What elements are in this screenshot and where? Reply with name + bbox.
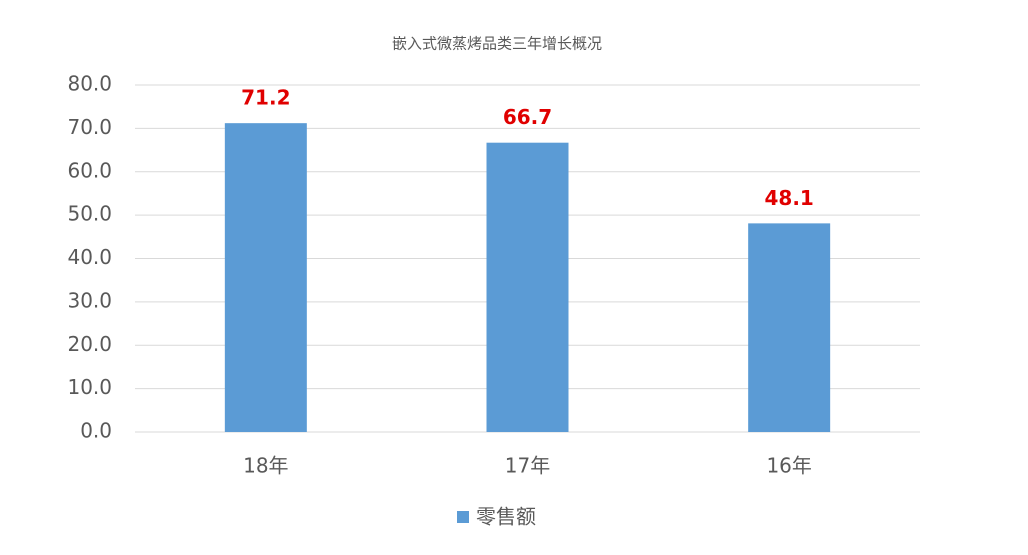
x-tick-label: 17年 xyxy=(505,454,550,478)
y-tick-label: 20.0 xyxy=(67,332,112,356)
bar xyxy=(748,223,831,432)
y-tick-label: 10.0 xyxy=(67,375,112,399)
bar xyxy=(486,142,569,432)
value-label: 48.1 xyxy=(764,186,813,210)
y-tick-label: 80.0 xyxy=(67,72,112,96)
y-tick-label: 30.0 xyxy=(67,288,112,312)
legend-swatch xyxy=(457,511,469,523)
y-tick-label: 50.0 xyxy=(67,202,112,226)
y-tick-label: 40.0 xyxy=(67,245,112,269)
bar xyxy=(224,123,307,433)
value-label: 71.2 xyxy=(241,86,290,110)
y-tick-label: 0.0 xyxy=(80,419,112,443)
legend-label: 零售额 xyxy=(476,505,536,529)
y-tick-label: 70.0 xyxy=(67,115,112,139)
x-tick-label: 16年 xyxy=(766,454,811,478)
x-tick-label: 18年 xyxy=(243,454,288,478)
value-label: 66.7 xyxy=(503,105,552,129)
chart-title: 嵌入式微蒸烤品类三年增长概况 xyxy=(392,35,602,53)
y-tick-label: 60.0 xyxy=(67,158,112,182)
